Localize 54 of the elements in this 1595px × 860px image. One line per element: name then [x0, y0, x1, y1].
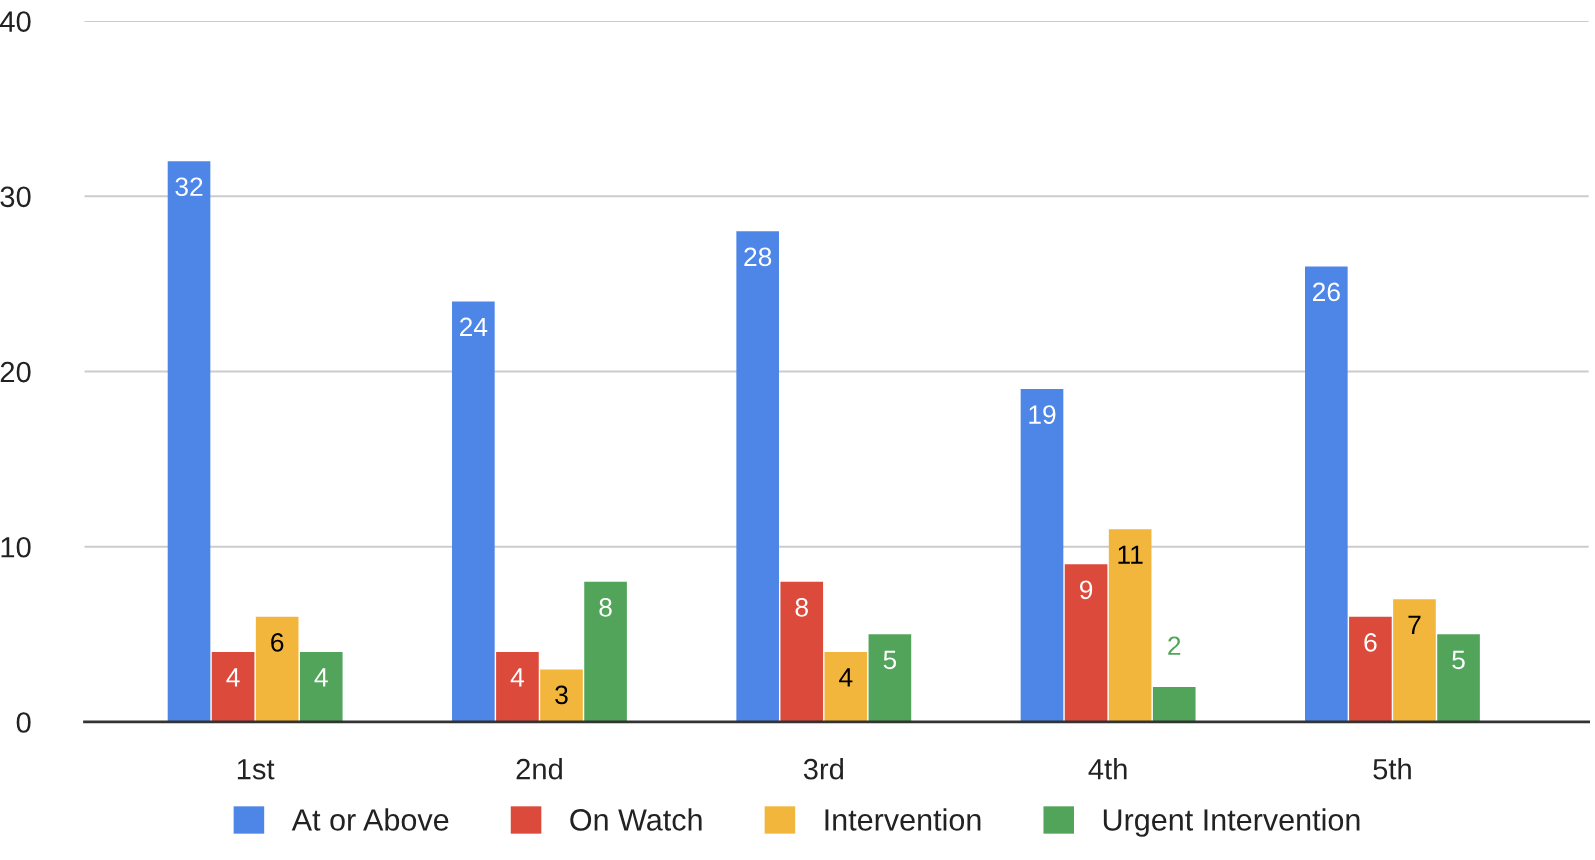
bar: [496, 651, 539, 722]
bar: [255, 616, 299, 722]
data-label: 5: [1452, 650, 1465, 670]
data-label: 6: [1364, 633, 1377, 652]
data-label: 3: [555, 685, 568, 705]
legend-label: Urgent Intervention: [1103, 808, 1360, 837]
data-label: 4: [839, 668, 853, 687]
data-label: 5: [883, 650, 897, 670]
data-label: 7: [1408, 615, 1421, 634]
bar: [452, 301, 495, 722]
bar: [1305, 266, 1348, 722]
data-label: 26: [1312, 282, 1340, 302]
bar: [1020, 389, 1064, 722]
data-label: 8: [795, 597, 808, 617]
data-label: 24: [460, 317, 488, 337]
legend-label: Intervention: [825, 808, 981, 831]
bar: [211, 651, 255, 722]
bar: [824, 651, 868, 722]
data-label: 8: [599, 597, 612, 617]
y-tick-label: 30: [0, 186, 31, 208]
x-tick-label: 2nd: [516, 758, 562, 780]
bar: [1393, 599, 1436, 722]
data-label: 19: [1029, 405, 1056, 424]
data-label: 4: [314, 668, 328, 687]
data-label: 4: [510, 668, 524, 687]
bar: [540, 669, 583, 722]
x-tick-label: 1st: [237, 759, 275, 780]
data-label: 32: [175, 177, 203, 197]
legend-label: At or Above: [291, 808, 449, 831]
data-label: 11: [1118, 545, 1143, 564]
y-tick-label: 0: [16, 712, 31, 733]
y-tick-label: 10: [1, 536, 31, 558]
bar: [167, 161, 211, 722]
bar: [780, 581, 824, 722]
bar: [1437, 634, 1480, 722]
data-label: 2: [1168, 636, 1181, 655]
bar: [584, 581, 627, 722]
y-tick-label: 40: [0, 11, 31, 32]
x-tick-label: 4th: [1088, 758, 1127, 780]
bar: [736, 231, 779, 722]
bar: [1064, 564, 1108, 722]
data-label: 9: [1079, 580, 1093, 600]
bar: [1349, 616, 1392, 722]
bar: [1152, 686, 1196, 722]
x-tick-label: 5th: [1373, 758, 1411, 780]
y-tick-label: 20: [0, 361, 31, 383]
bar: [868, 634, 912, 722]
bar: [299, 651, 343, 722]
data-label: 28: [744, 247, 772, 267]
data-label: 6: [271, 633, 284, 652]
bar: [1108, 529, 1152, 722]
x-tick-label: 3rd: [803, 758, 843, 780]
data-label: 4: [226, 668, 240, 687]
legend-label: On Watch: [570, 808, 702, 831]
